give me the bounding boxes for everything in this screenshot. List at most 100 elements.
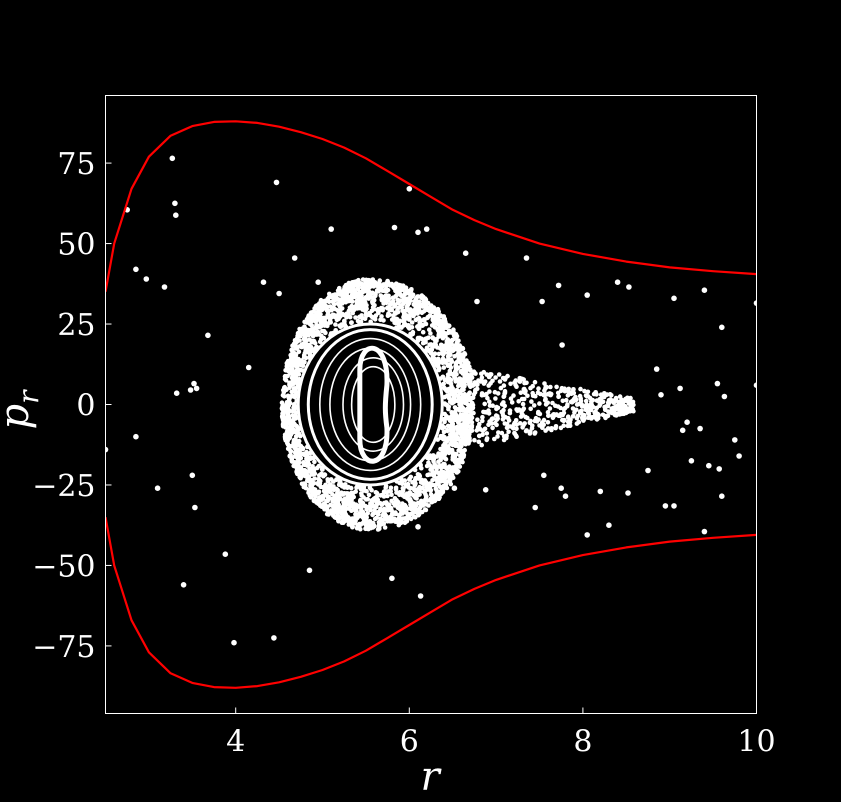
chaotic-point [429, 309, 435, 315]
chaotic-point [290, 366, 295, 372]
chaotic-point [385, 493, 390, 499]
scatter-point [606, 522, 612, 528]
chaotic-point [352, 287, 357, 293]
chaotic-point [324, 308, 330, 313]
chaotic-point [548, 384, 553, 390]
chaotic-point [536, 386, 541, 391]
chaotic-point [288, 357, 294, 362]
chaotic-point [578, 409, 583, 414]
scatter-point [697, 425, 703, 432]
chaotic-point [488, 381, 493, 386]
chaotic-point [382, 283, 388, 288]
chaotic-point [404, 519, 410, 524]
chaotic-point [584, 407, 590, 413]
chaotic-point [475, 417, 480, 423]
y-tick-label: 50 [57, 228, 95, 263]
chaotic-point [349, 303, 355, 309]
chaotic-point [389, 518, 394, 524]
chaotic-point [349, 320, 354, 325]
chaotic-point [456, 352, 462, 357]
chaotic-point [411, 308, 417, 313]
chaotic-point [322, 472, 327, 477]
chaotic-point [415, 307, 421, 313]
chaotic-point [520, 425, 525, 430]
chaotic-point [458, 389, 463, 395]
chaotic-point [319, 467, 325, 472]
chaotic-point [458, 403, 463, 409]
chaotic-point [452, 468, 458, 473]
chaotic-point [336, 315, 342, 321]
chaotic-point [437, 491, 442, 496]
chaotic-point [440, 485, 446, 491]
scatter-point [191, 380, 197, 387]
chaotic-point [598, 392, 604, 398]
chaotic-point [417, 472, 422, 478]
chaotic-point [399, 325, 404, 330]
chaotic-point [315, 491, 321, 496]
chaotic-point [458, 360, 463, 365]
chaotic-point [501, 383, 507, 388]
chaotic-point [371, 297, 377, 303]
chaotic-point [562, 386, 567, 392]
chaotic-point [359, 507, 364, 513]
chaotic-point [390, 295, 396, 301]
chaotic-point [319, 497, 325, 503]
chaotic-point [479, 375, 485, 380]
chaotic-point [428, 331, 433, 336]
chaotic-point [552, 413, 558, 418]
chaotic-point [464, 411, 469, 417]
chaotic-point [567, 420, 573, 425]
chaotic-point [437, 366, 442, 372]
chaotic-point [394, 479, 400, 484]
scatter-point [133, 433, 139, 440]
chaotic-point [472, 437, 477, 443]
chaotic-point [282, 385, 287, 391]
chaotic-point [432, 498, 438, 504]
chaotic-point [524, 428, 529, 433]
chaotic-point [370, 511, 376, 517]
chaotic-point [485, 395, 490, 401]
chaotic-point [376, 289, 381, 294]
scatter-point [245, 364, 252, 371]
chaotic-point [481, 381, 487, 386]
chaotic-point [308, 493, 314, 499]
chaotic-point [296, 438, 302, 444]
chaotic-point [361, 488, 367, 493]
chaotic-point [408, 491, 414, 497]
scatter-point [315, 279, 322, 286]
chaotic-point [393, 486, 399, 492]
y-tick-label: −75 [32, 630, 95, 665]
chaotic-point [528, 406, 533, 412]
chaotic-point [369, 308, 375, 314]
chaotic-point [572, 410, 577, 415]
scatter-point [417, 593, 424, 599]
chaotic-point [594, 405, 600, 411]
chaotic-point [583, 398, 589, 404]
chaotic-point [443, 416, 448, 422]
chaotic-point [426, 484, 432, 490]
chaotic-point [322, 298, 327, 304]
scatter-point [679, 427, 686, 434]
chaotic-point [604, 404, 609, 409]
scatter-point [625, 490, 631, 496]
scatter-point [306, 567, 313, 574]
chaotic-point [558, 388, 564, 394]
chaotic-point [513, 418, 519, 423]
chaotic-point [463, 374, 469, 379]
chaotic-point [394, 519, 399, 524]
scatter-point [180, 582, 187, 588]
chaotic-point [402, 291, 408, 297]
chaotic-point [413, 475, 418, 481]
chaotic-point [468, 404, 474, 410]
chaotic-point [550, 400, 555, 406]
scatter-point [732, 437, 738, 443]
chaotic-point [293, 357, 299, 363]
scatter-point [189, 472, 196, 479]
chaotic-point [441, 365, 447, 370]
scatter-point [222, 551, 229, 557]
chaotic-point [295, 457, 301, 463]
chaotic-point [447, 464, 452, 469]
chaotic-point [446, 323, 452, 329]
chaotic-point [444, 340, 450, 346]
chaotic-point [456, 338, 461, 344]
